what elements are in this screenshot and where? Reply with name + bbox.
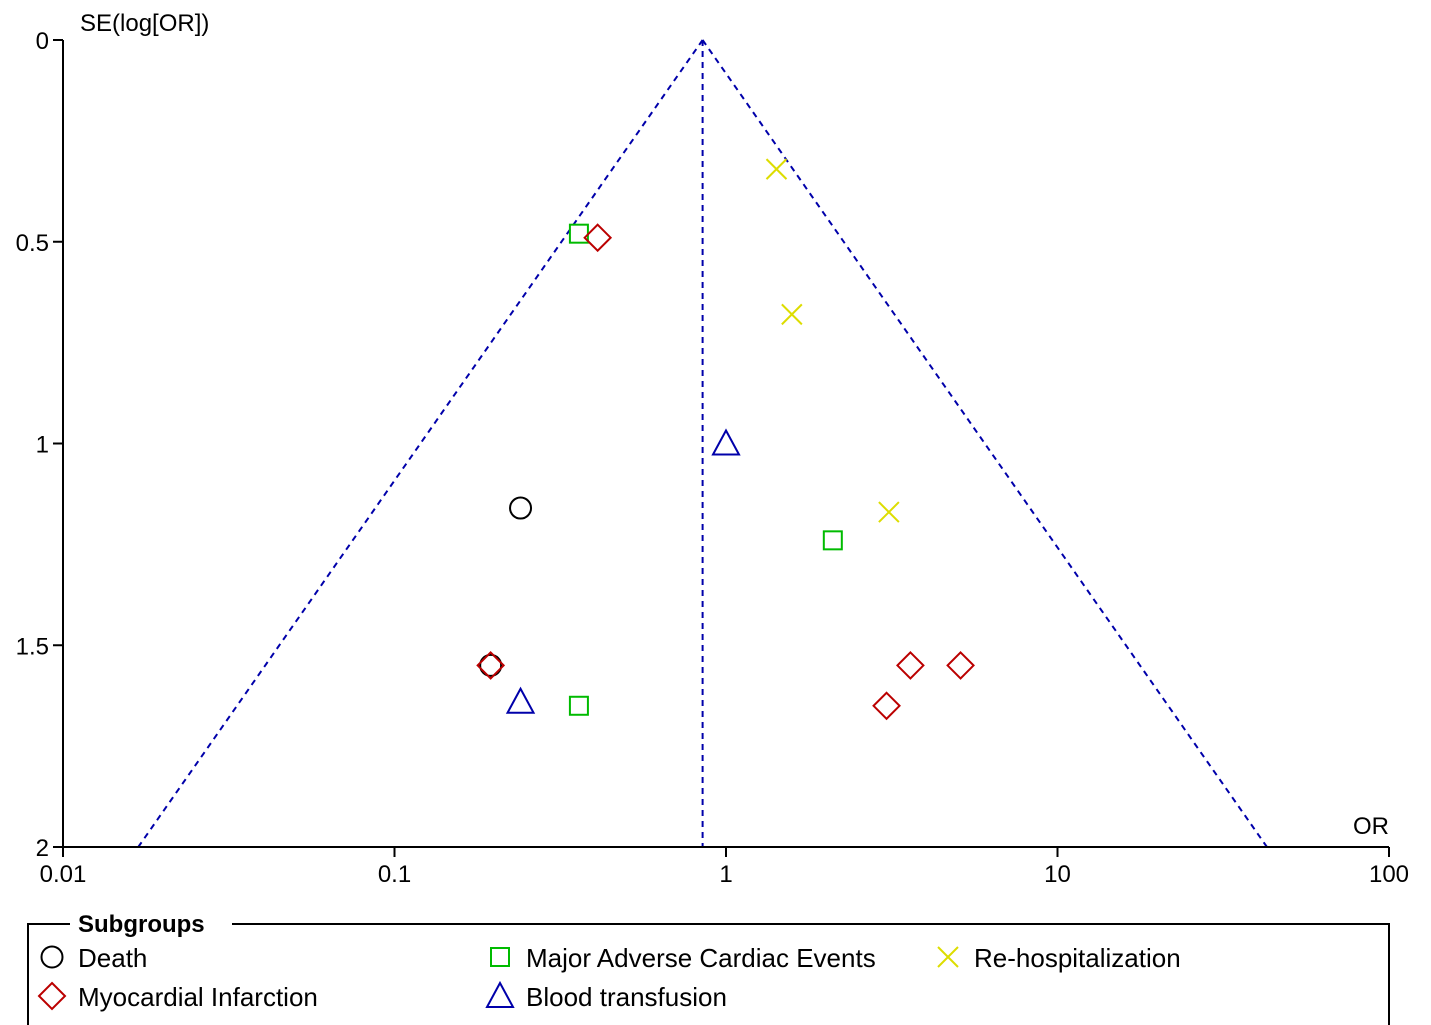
data-point-square [822,530,843,551]
x-axis-title: OR [1353,813,1389,840]
x-tick-label: 10 [1044,861,1071,888]
data-point-diamond [946,651,975,680]
y-ticks: 0 0.5 1 1.5 2 [16,28,63,862]
funnel-right-line [701,39,1268,848]
data-point-x [781,303,803,326]
legend-title: Subgroups [78,911,205,938]
legend-marker-x [937,946,959,968]
x-tick-label: 0.1 [378,861,411,888]
axes [62,40,1389,848]
data-point-circle [479,653,503,677]
data-point-circle [509,496,533,520]
legend-marker-circle [40,945,64,969]
x-tick-label: 100 [1369,861,1409,888]
data-point-square [568,223,589,244]
data-point-square [568,695,589,716]
legend-marker-square [490,947,510,967]
data-point-diamond [896,651,925,680]
y-tick-label: 1 [36,432,49,459]
funnel-lines [137,39,1268,848]
x-ticks: 0.01 0.1 1 10 100 [40,847,1409,888]
legend-label: Death [78,943,147,973]
legend-marker-diamond [37,981,67,1011]
legend-label: Major Adverse Cardiac Events [526,943,876,973]
y-tick-label: 1.5 [16,633,49,660]
data-point-diamond [476,651,506,680]
y-tick-label: 0.5 [16,230,49,257]
x-tick-label: 1 [719,861,732,888]
legend-label: Blood transfusion [526,982,727,1012]
y-tick-label: 0 [36,28,49,55]
data-point-triangle [505,686,536,714]
legend-frame [27,923,1390,1025]
data-point-diamond [872,691,901,721]
data-point-diamond [583,223,613,253]
legend-marker-triangle [485,980,515,1008]
data-point-x [765,158,788,180]
y-axis-title: SE(log[OR]) [80,10,209,37]
funnel-left-line [137,39,704,848]
y-tick-label: 2 [36,835,49,862]
legend-label: Myocardial Infarction [78,982,318,1012]
data-point-x [878,501,900,523]
data-point-triangle [711,428,741,456]
legend-label: Re-hospitalization [974,943,1181,973]
legend-items: Death Major Adverse Cardiac Events Re-hosp… [37,943,1181,1012]
data-points [476,158,975,721]
legend: Subgroups Death Major Adverse Cardiac Eve… [27,911,1390,1025]
x-tick-label: 0.01 [40,861,87,888]
